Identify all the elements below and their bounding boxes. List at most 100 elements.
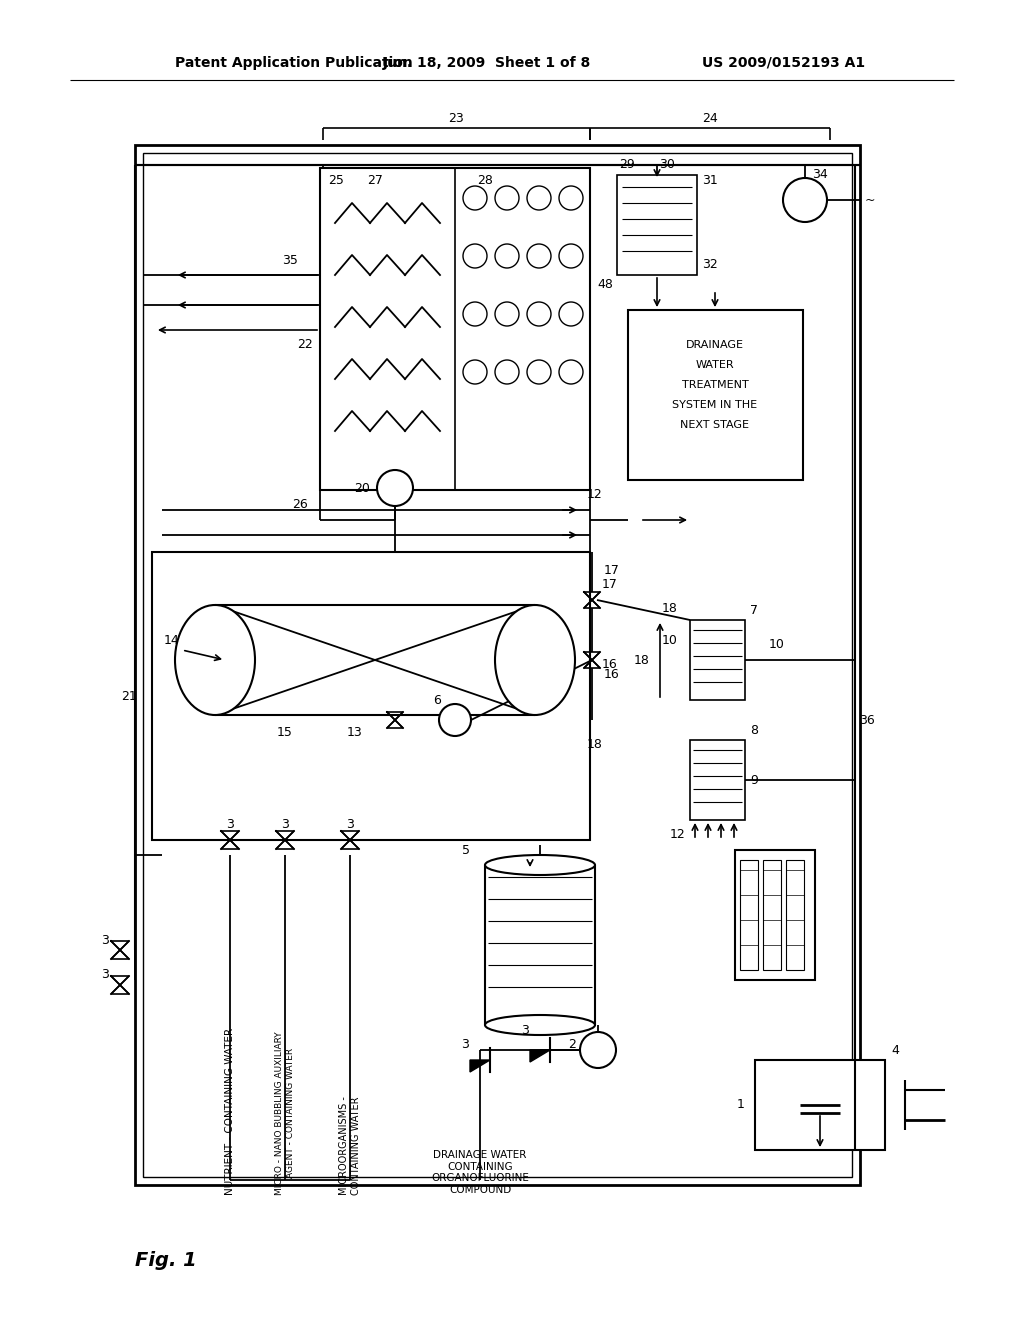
Circle shape [377, 470, 413, 506]
Text: 18: 18 [663, 602, 678, 615]
Circle shape [495, 244, 519, 268]
Text: 2: 2 [568, 1039, 575, 1052]
Circle shape [527, 244, 551, 268]
Text: MICROORGANISMS -
CONTAINING WATER: MICROORGANISMS - CONTAINING WATER [339, 1096, 360, 1195]
Circle shape [495, 186, 519, 210]
Bar [786, 861, 804, 970]
Bar [755, 1060, 885, 1150]
Circle shape [527, 360, 551, 384]
Text: 13: 13 [347, 726, 362, 739]
Text: 18: 18 [634, 653, 650, 667]
Bar [485, 865, 595, 1026]
Bar [319, 168, 590, 490]
Text: 6: 6 [433, 693, 441, 706]
Text: 9: 9 [750, 774, 758, 787]
Ellipse shape [495, 605, 575, 715]
Ellipse shape [485, 855, 595, 875]
Text: 18: 18 [587, 738, 603, 751]
Text: 26: 26 [292, 499, 308, 511]
Text: 8: 8 [750, 723, 758, 737]
Bar [617, 176, 697, 275]
Circle shape [527, 186, 551, 210]
Text: Patent Application Publication: Patent Application Publication [175, 55, 413, 70]
Circle shape [463, 360, 487, 384]
Text: DRAINAGE: DRAINAGE [686, 341, 744, 350]
Text: 22: 22 [297, 338, 313, 351]
Bar [215, 605, 535, 715]
Text: 16: 16 [604, 668, 620, 681]
Bar [763, 861, 781, 970]
Bar [152, 552, 590, 840]
Text: 3: 3 [226, 818, 233, 832]
Bar [143, 153, 852, 1177]
Bar [735, 850, 815, 979]
Circle shape [495, 360, 519, 384]
Text: 31: 31 [702, 173, 718, 186]
Text: 28: 28 [477, 173, 493, 186]
Polygon shape [470, 1060, 490, 1072]
Text: Jun. 18, 2009  Sheet 1 of 8: Jun. 18, 2009 Sheet 1 of 8 [383, 55, 591, 70]
Ellipse shape [175, 605, 255, 715]
Text: 3: 3 [101, 969, 109, 982]
Text: 25: 25 [328, 173, 344, 186]
Text: 17: 17 [602, 578, 617, 591]
Text: 12: 12 [670, 829, 685, 842]
Text: P: P [451, 715, 459, 725]
Text: 17: 17 [604, 564, 620, 577]
Text: ~: ~ [865, 194, 876, 206]
Text: 30: 30 [659, 158, 675, 172]
Text: 32: 32 [702, 259, 718, 272]
Circle shape [495, 302, 519, 326]
Text: MICRO - NANO BUBBLING AUXILIARY
AGENT - CONTAINING WATER: MICRO - NANO BUBBLING AUXILIARY AGENT - … [275, 1031, 295, 1195]
Text: 10: 10 [663, 634, 678, 647]
Text: WATER: WATER [695, 360, 734, 370]
Circle shape [439, 704, 471, 737]
Text: 16: 16 [602, 659, 617, 672]
Circle shape [463, 244, 487, 268]
Text: 48: 48 [597, 279, 613, 292]
Text: 21: 21 [121, 689, 137, 702]
Text: 15: 15 [278, 726, 293, 739]
Bar [690, 620, 745, 700]
Text: DRAINAGE WATER
CONTAINING
ORGANOFLUORINE
COMPOUND: DRAINAGE WATER CONTAINING ORGANOFLUORINE… [431, 1150, 529, 1195]
Bar [135, 145, 860, 1185]
Text: 27: 27 [367, 173, 383, 186]
Text: 7: 7 [750, 603, 758, 616]
Circle shape [559, 360, 583, 384]
Text: 12: 12 [587, 488, 603, 502]
Text: 4: 4 [891, 1044, 899, 1056]
Bar [628, 310, 803, 480]
Text: SYSTEM IN THE: SYSTEM IN THE [673, 400, 758, 411]
Text: 29: 29 [620, 158, 635, 172]
Text: 3: 3 [521, 1023, 529, 1036]
Text: US 2009/0152193 A1: US 2009/0152193 A1 [701, 55, 865, 70]
Text: P: P [801, 194, 810, 206]
Text: 1: 1 [737, 1098, 745, 1111]
Circle shape [783, 178, 827, 222]
Text: 35: 35 [282, 253, 298, 267]
Ellipse shape [485, 1015, 595, 1035]
Text: Fig. 1: Fig. 1 [135, 1250, 197, 1270]
Text: 3: 3 [461, 1039, 469, 1052]
Circle shape [559, 302, 583, 326]
Circle shape [580, 1032, 616, 1068]
Circle shape [559, 244, 583, 268]
Text: 3: 3 [281, 818, 289, 832]
Circle shape [463, 186, 487, 210]
Text: TREATMENT: TREATMENT [682, 380, 749, 389]
Text: 34: 34 [812, 169, 827, 181]
Text: F: F [390, 480, 399, 495]
Bar [690, 741, 745, 820]
Text: 3: 3 [101, 933, 109, 946]
Text: 24: 24 [702, 111, 718, 124]
Text: P: P [594, 1045, 602, 1055]
Text: 3: 3 [346, 818, 354, 832]
Text: 36: 36 [859, 714, 874, 726]
Circle shape [559, 186, 583, 210]
Text: 5: 5 [462, 843, 470, 857]
Text: 20: 20 [354, 482, 370, 495]
Bar [740, 861, 758, 970]
Text: NEXT STAGE: NEXT STAGE [681, 420, 750, 430]
Circle shape [527, 302, 551, 326]
Circle shape [463, 302, 487, 326]
